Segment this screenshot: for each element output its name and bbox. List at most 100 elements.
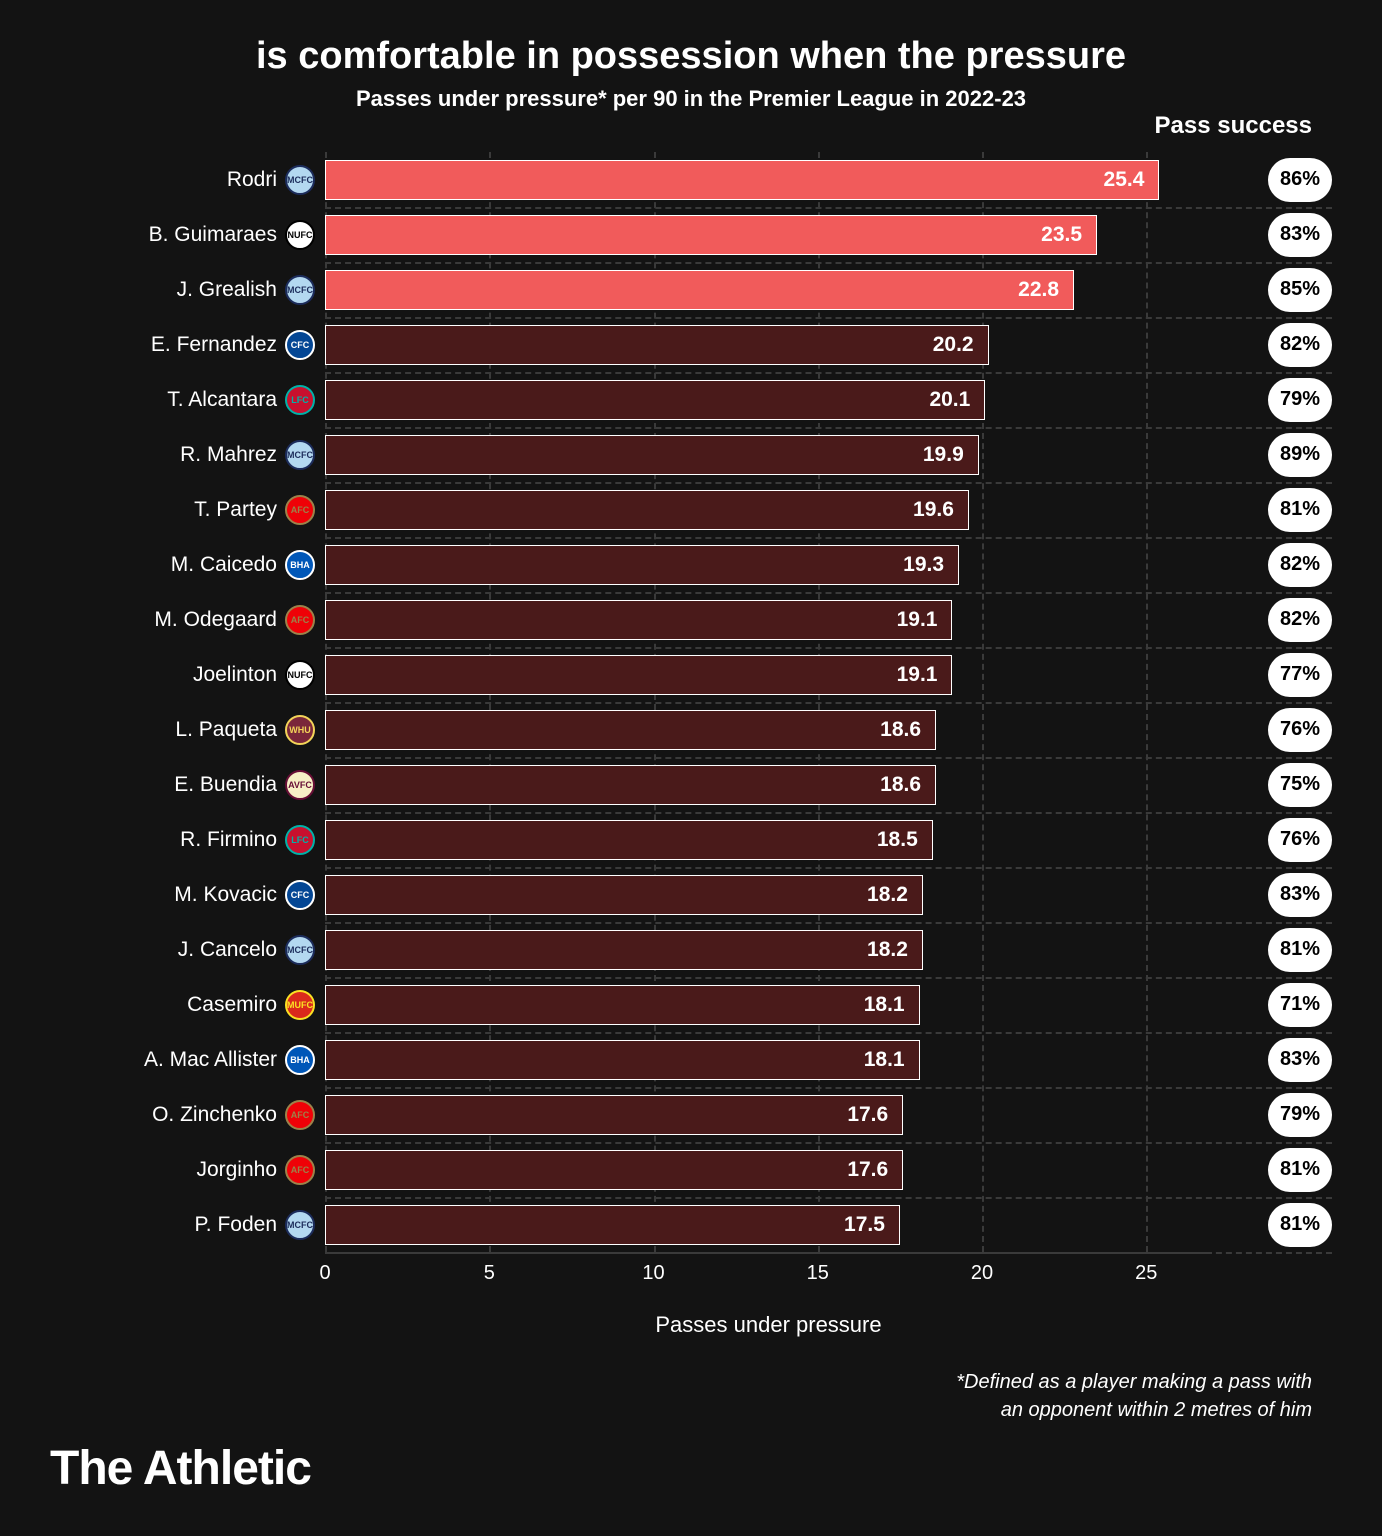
bar: 18.1 — [325, 1040, 920, 1080]
pass-success-pill: 79% — [1268, 378, 1332, 422]
player-row: M. CaicedoBHA19.382% — [90, 537, 1302, 592]
bar-area: 19.3 — [325, 537, 1212, 592]
pass-success-pill: 83% — [1268, 213, 1332, 257]
bar-area: 17.6 — [325, 1142, 1212, 1197]
bar-area: 18.5 — [325, 812, 1212, 867]
bar: 18.6 — [325, 765, 936, 805]
bar: 23.5 — [325, 215, 1097, 255]
club-badge-icon: AFC — [285, 605, 315, 635]
pass-success-pill: 76% — [1268, 818, 1332, 862]
bar-area: 19.1 — [325, 647, 1212, 702]
pass-success-pill: 76% — [1268, 708, 1332, 752]
club-badge-icon: MUFC — [285, 990, 315, 1020]
club-badge-icon: BHA — [285, 550, 315, 580]
bar: 19.1 — [325, 655, 952, 695]
bar: 25.4 — [325, 160, 1159, 200]
chart-title: is comfortable in possession when the pr… — [50, 35, 1332, 78]
pass-success-pill: 82% — [1268, 323, 1332, 367]
bar-chart: RodriMCFC25.486%B. GuimaraesNUFC23.583%J… — [90, 152, 1302, 1252]
player-row: J. CanceloMCFC18.281% — [90, 922, 1302, 977]
bar: 22.8 — [325, 270, 1074, 310]
bar-area: 18.1 — [325, 1032, 1212, 1087]
x-tick: 25 — [1135, 1262, 1157, 1285]
x-axis-label: Passes under pressure — [325, 1312, 1212, 1338]
player-name: J. Grealish — [90, 278, 285, 302]
player-row: M. OdegaardAFC19.182% — [90, 592, 1302, 647]
player-row: B. GuimaraesNUFC23.583% — [90, 207, 1302, 262]
club-badge-icon: MCFC — [285, 935, 315, 965]
pass-success-pill: 79% — [1268, 1093, 1332, 1137]
player-name: L. Paqueta — [90, 718, 285, 742]
bar: 17.6 — [325, 1095, 903, 1135]
player-name: Jorginho — [90, 1158, 285, 1182]
pass-success-pill: 81% — [1268, 1203, 1332, 1247]
bar-area: 17.6 — [325, 1087, 1212, 1142]
player-name: M. Caicedo — [90, 553, 285, 577]
x-tick: 5 — [484, 1262, 495, 1285]
player-name: Rodri — [90, 168, 285, 192]
brand-logo: The Athletic — [50, 1441, 311, 1496]
pass-success-pill: 81% — [1268, 928, 1332, 972]
player-name: A. Mac Allister — [90, 1048, 285, 1072]
player-row: P. FodenMCFC17.581% — [90, 1197, 1302, 1252]
club-badge-icon: NUFC — [285, 220, 315, 250]
club-badge-icon: LFC — [285, 825, 315, 855]
player-row: RodriMCFC25.486% — [90, 152, 1302, 207]
bar: 19.3 — [325, 545, 959, 585]
pass-success-pill: 71% — [1268, 983, 1332, 1027]
footnote: *Defined as a player making a pass with … — [50, 1368, 1312, 1424]
bar: 19.1 — [325, 600, 952, 640]
bar: 19.9 — [325, 435, 979, 475]
player-name: M. Odegaard — [90, 608, 285, 632]
pass-success-pill: 77% — [1268, 653, 1332, 697]
bar-area: 18.6 — [325, 757, 1212, 812]
club-badge-icon: CFC — [285, 330, 315, 360]
pass-success-pill: 81% — [1268, 488, 1332, 532]
player-row: M. KovacicCFC18.283% — [90, 867, 1302, 922]
bar: 20.2 — [325, 325, 989, 365]
player-name: E. Buendia — [90, 773, 285, 797]
player-row: J. GrealishMCFC22.885% — [90, 262, 1302, 317]
club-badge-icon: AVFC — [285, 770, 315, 800]
club-badge-icon: MCFC — [285, 165, 315, 195]
player-name: E. Fernandez — [90, 333, 285, 357]
bar-area: 20.2 — [325, 317, 1212, 372]
bar: 18.5 — [325, 820, 933, 860]
bar: 17.6 — [325, 1150, 903, 1190]
bar: 18.2 — [325, 930, 923, 970]
pass-success-pill: 86% — [1268, 158, 1332, 202]
x-axis: 0510152025 — [325, 1252, 1212, 1302]
player-name: M. Kovacic — [90, 883, 285, 907]
pass-success-pill: 89% — [1268, 433, 1332, 477]
club-badge-icon: WHU — [285, 715, 315, 745]
player-row: R. MahrezMCFC19.989% — [90, 427, 1302, 482]
player-row: JoelintonNUFC19.177% — [90, 647, 1302, 702]
bar: 20.1 — [325, 380, 985, 420]
bar: 18.1 — [325, 985, 920, 1025]
pass-success-pill: 85% — [1268, 268, 1332, 312]
player-name: O. Zinchenko — [90, 1103, 285, 1127]
x-tick: 10 — [642, 1262, 664, 1285]
player-row: CasemiroMUFC18.171% — [90, 977, 1302, 1032]
bar-area: 18.2 — [325, 867, 1212, 922]
pass-success-header: Pass success — [1155, 112, 1312, 140]
player-name: P. Foden — [90, 1213, 285, 1237]
club-badge-icon: AFC — [285, 1155, 315, 1185]
bar-area: 19.1 — [325, 592, 1212, 647]
bar-area: 23.5 — [325, 207, 1212, 262]
player-name: B. Guimaraes — [90, 223, 285, 247]
player-row: JorginhoAFC17.681% — [90, 1142, 1302, 1197]
bar: 18.2 — [325, 875, 923, 915]
club-badge-icon: CFC — [285, 880, 315, 910]
player-name: R. Mahrez — [90, 443, 285, 467]
footnote-line-1: *Defined as a player making a pass with — [956, 1371, 1312, 1393]
pass-success-pill: 75% — [1268, 763, 1332, 807]
x-tick: 15 — [807, 1262, 829, 1285]
player-name: J. Cancelo — [90, 938, 285, 962]
pass-success-pill: 82% — [1268, 598, 1332, 642]
bar-area: 18.1 — [325, 977, 1212, 1032]
player-row: T. AlcantaraLFC20.179% — [90, 372, 1302, 427]
player-name: R. Firmino — [90, 828, 285, 852]
club-badge-icon: NUFC — [285, 660, 315, 690]
player-row: R. FirminoLFC18.576% — [90, 812, 1302, 867]
